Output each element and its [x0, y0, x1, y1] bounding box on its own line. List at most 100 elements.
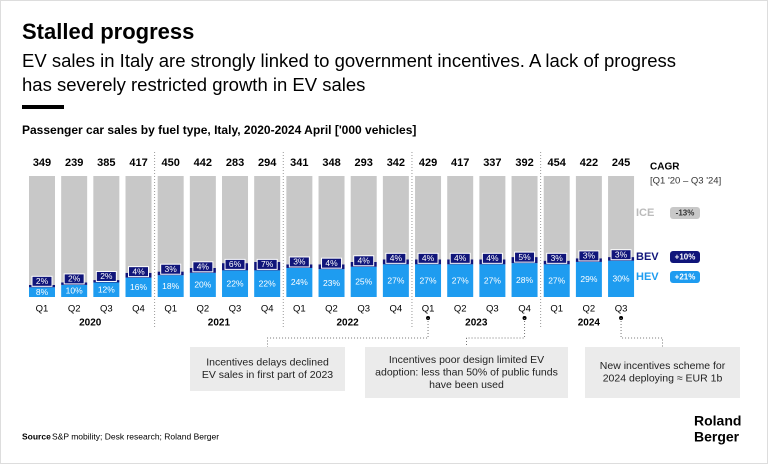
bar-segment — [157, 275, 184, 297]
bar-segment — [125, 176, 152, 273]
x-tick-label: Q1 — [550, 304, 563, 315]
annotation-leader — [466, 318, 526, 347]
annotation-text: EV sales in first part of 2023 — [202, 369, 333, 381]
cagr-value: -13% — [676, 209, 695, 218]
value-label: 4% — [358, 256, 371, 266]
value-label: 7% — [261, 259, 274, 269]
bar-segment — [286, 267, 313, 297]
total-label: 294 — [258, 157, 277, 169]
legend-label: ICE — [636, 207, 654, 219]
cagr-value: +21% — [675, 273, 696, 282]
x-tick-label: Q2 — [325, 304, 338, 315]
bar-segment — [479, 264, 506, 297]
label-bg — [610, 249, 632, 261]
value-label: 22% — [259, 278, 276, 288]
x-tick-label: Q4 — [261, 304, 274, 315]
label-bg — [160, 263, 182, 275]
x-group-label: 2022 — [336, 318, 359, 329]
label-bg — [63, 273, 85, 285]
value-label: 27% — [548, 275, 565, 285]
bar-segment — [189, 176, 216, 268]
bar-segment — [189, 272, 216, 297]
bar-segment — [222, 270, 249, 297]
logo: Berger — [694, 429, 740, 445]
value-label: 30% — [613, 274, 630, 284]
annotation-box — [585, 347, 740, 398]
bar-segment — [382, 176, 409, 260]
value-label: 22% — [227, 278, 244, 288]
value-label: 27% — [387, 275, 404, 285]
value-label: 3% — [165, 264, 178, 274]
bar-segment — [382, 264, 409, 297]
x-tick-label: Q3 — [615, 304, 628, 315]
value-label: 2% — [36, 276, 49, 286]
source: S&P mobility; Desk research; Roland Berg… — [52, 431, 219, 441]
bar-segment — [511, 176, 538, 258]
value-label: 3% — [551, 253, 564, 263]
annotation-text: Incentives delays declined — [206, 357, 329, 369]
value-label: 20% — [194, 280, 211, 290]
x-tick-label: Q3 — [486, 304, 499, 315]
subtitle: EV sales in Italy are strongly linked to… — [22, 50, 676, 71]
legend-badge — [670, 271, 700, 283]
bar-segment — [479, 176, 506, 260]
label-bg — [192, 261, 214, 273]
value-label: 8% — [36, 287, 49, 297]
total-label: 417 — [451, 157, 469, 169]
bar-segment — [350, 266, 377, 297]
value-label: 4% — [325, 258, 338, 268]
total-label: 341 — [290, 157, 308, 169]
bar-segment — [415, 264, 442, 297]
legend-label: HEV — [636, 271, 659, 283]
bar-segment — [125, 277, 152, 297]
x-tick-label: Q2 — [68, 304, 81, 315]
value-label: 4% — [132, 266, 145, 276]
value-label: 12% — [98, 284, 115, 294]
value-label: 5% — [518, 252, 531, 262]
cagr-value: +10% — [675, 253, 696, 262]
label-bg — [256, 258, 278, 270]
title: Stalled progress — [22, 19, 194, 44]
total-label: 442 — [194, 157, 212, 169]
total-label: 349 — [33, 157, 51, 169]
x-tick-label: Q4 — [390, 304, 403, 315]
bar-segment — [93, 282, 120, 297]
value-label: 23% — [323, 278, 340, 288]
value-label: 4% — [454, 253, 467, 263]
bar-segment — [29, 176, 55, 285]
x-group-label: 2023 — [465, 318, 488, 329]
cagr-title: CAGR — [650, 162, 680, 173]
x-tick-label: Q4 — [518, 304, 531, 315]
x-tick-label: Q1 — [293, 304, 306, 315]
value-label: 3% — [293, 257, 306, 267]
x-tick-label: Q2 — [197, 304, 210, 315]
bar-segment — [286, 176, 313, 265]
label-bg — [449, 252, 471, 264]
label-bg — [578, 250, 600, 262]
total-label: 385 — [97, 157, 115, 169]
bar-segment — [511, 263, 538, 297]
value-label: 29% — [580, 274, 597, 284]
bar-segment — [29, 287, 55, 297]
value-label: 27% — [452, 275, 469, 285]
total-label: 348 — [322, 157, 340, 169]
bar-segment — [254, 176, 281, 262]
bar-segment — [318, 176, 345, 265]
cagr-period: [Q1 '20 – Q3 '24] — [650, 176, 721, 187]
total-label: 342 — [387, 157, 405, 169]
total-label: 450 — [162, 157, 180, 169]
annotation-text: Incentives poor design limited EV — [389, 354, 544, 366]
label-bg — [353, 255, 375, 267]
label-bg — [128, 266, 150, 278]
logo: Roland — [694, 413, 741, 429]
chart-title: Passenger car sales by fuel type, Italy,… — [22, 123, 416, 137]
label-bg — [481, 252, 503, 264]
label-bg — [95, 270, 117, 282]
value-label: 28% — [516, 275, 533, 285]
bar-segment — [447, 176, 474, 260]
bar-segment — [318, 269, 345, 297]
annotation-leader — [267, 318, 429, 347]
total-label: 239 — [65, 157, 83, 169]
value-label: 3% — [615, 249, 628, 259]
